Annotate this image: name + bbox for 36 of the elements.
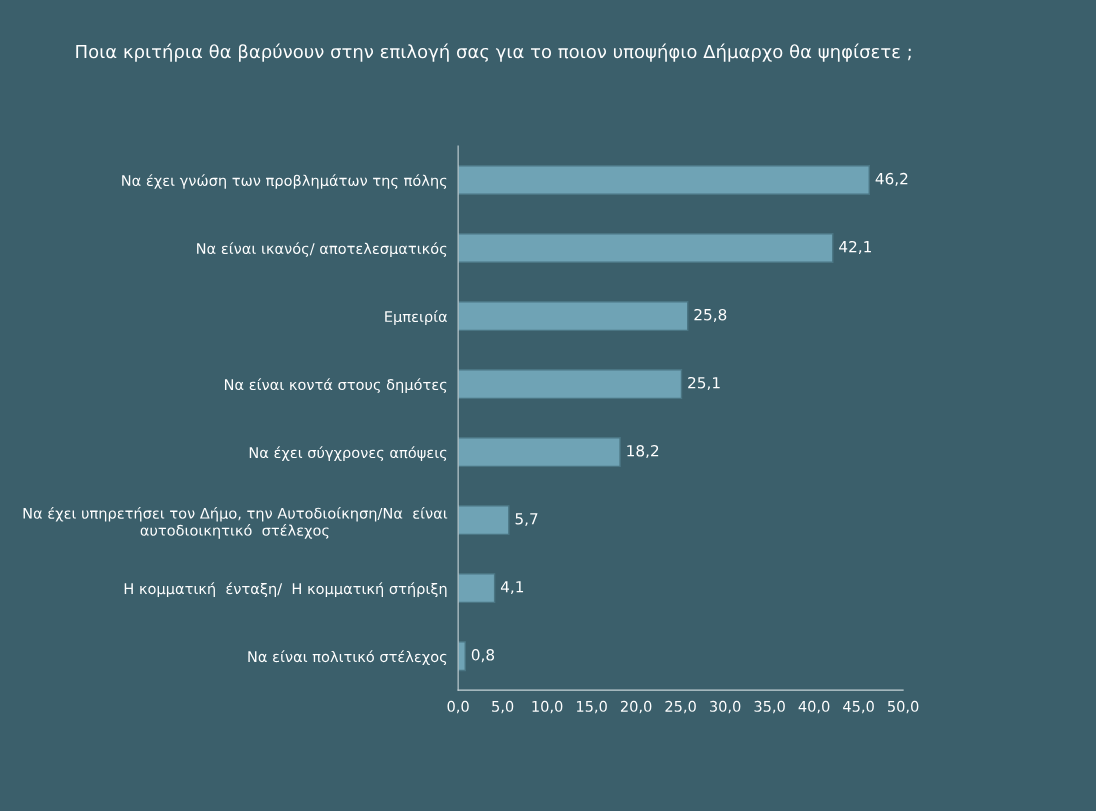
x-tick-label: 45,0 — [843, 700, 874, 714]
x-tick-label: 50,0 — [887, 700, 919, 714]
bar — [458, 165, 870, 195]
x-tick-label: 10,0 — [532, 700, 563, 714]
data-label: 25,1 — [688, 376, 720, 391]
data-label: 25,8 — [694, 308, 727, 323]
bar — [458, 641, 466, 672]
data-label: 42,1 — [839, 240, 871, 255]
data-label: 5,7 — [515, 513, 538, 527]
y-tick-label: Να έχει υπηρετήσει τον Δήμο, την Αυτοδιοίκηση/Να είναι αυτοδιοικητικό στέλεχος — [23, 506, 448, 539]
bar — [458, 573, 496, 604]
data-label: 46,2 — [875, 172, 908, 186]
y-tick-label: Η κομματική ένταξη/ Η κομματική στήριξη — [124, 582, 447, 598]
x-tick-label: 40,0 — [798, 700, 830, 714]
x-tick-label: 20,0 — [620, 700, 652, 714]
x-tick-label: 30,0 — [709, 700, 741, 714]
data-label: 4,1 — [500, 581, 524, 595]
bar — [458, 233, 834, 263]
y-tick-label: Να έχει σύγχρονες απόψεις — [249, 446, 447, 461]
y-tick-label: Να έχει γνώση των προβλημάτων της πόλης — [122, 174, 447, 189]
y-tick-label: Να είναι κοντά στους δημότες — [224, 378, 447, 393]
bar — [458, 301, 689, 332]
x-tick-label: 0,0 — [447, 700, 469, 714]
x-tick-label: 25,0 — [665, 700, 696, 714]
bar — [458, 505, 510, 536]
y-tick-label: Να είναι πολιτικό στέλεχος — [248, 650, 447, 666]
x-tick-label: 35,0 — [754, 700, 785, 714]
x-tick-label: 15,0 — [576, 700, 607, 714]
data-label: 18,2 — [627, 444, 659, 459]
y-tick-label: Εμπειρία — [385, 310, 448, 325]
bar — [458, 437, 621, 468]
x-tick-label: 5,0 — [492, 700, 514, 714]
chart-title: Ποια κριτήρια θα βαρύνουν στην επιλογή σας για το ποιον υποψήφιο Δήμαρχο θα ψηφίσετε ; — [76, 43, 911, 62]
bar — [458, 369, 683, 400]
y-tick-label: Να είναι ικανός/ αποτελεσματικός — [197, 242, 447, 257]
data-label: 0,8 — [471, 649, 495, 663]
